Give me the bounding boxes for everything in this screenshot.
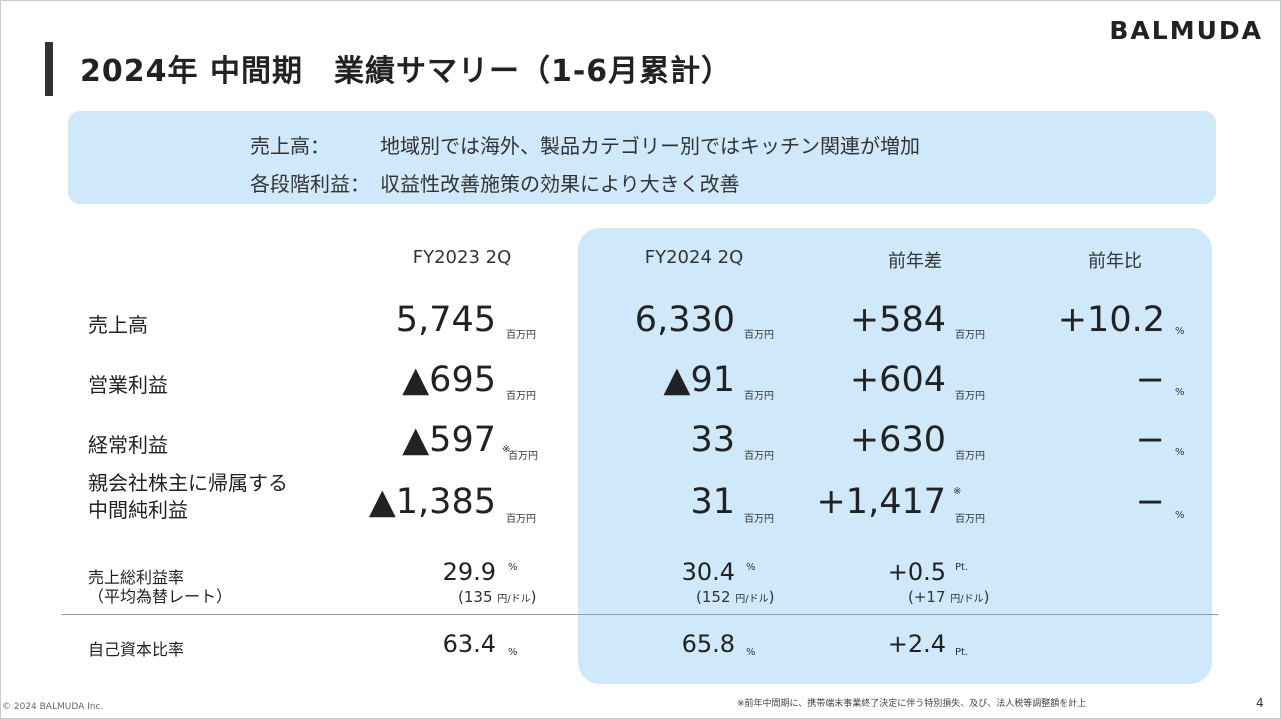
- ordinary-diff: +630: [849, 420, 946, 460]
- operating-fy2024: ▲91: [663, 360, 735, 400]
- title-accent-bar: [45, 42, 53, 96]
- note-mark: ※: [953, 486, 962, 497]
- unit-million-yen: 百万円: [955, 514, 985, 525]
- net-fy2023: ▲1,385: [368, 482, 496, 522]
- sales-diff: +584: [849, 300, 946, 340]
- operating-fy2023: ▲695: [402, 360, 496, 400]
- row-label-equity-ratio: 自己資本比率: [88, 640, 185, 659]
- row-label-ordinary: 経常利益: [88, 433, 168, 457]
- row-label-net-line2: 中間純利益: [88, 498, 188, 522]
- unit-million-yen: 百万円: [955, 451, 985, 462]
- unit-million-yen: 百万円: [744, 330, 774, 341]
- unit-percent: %: [746, 562, 756, 573]
- col-header-fy2023: FY2023 2Q: [412, 247, 512, 268]
- page-number: 4: [1256, 696, 1264, 710]
- brand-logo: BALMUDA: [1109, 16, 1263, 45]
- unit-million-yen: 百万円: [508, 451, 538, 462]
- col-header-ratio: 前年比: [1088, 251, 1142, 272]
- row-label-gross-margin: 売上総利益率: [88, 568, 185, 587]
- col-header-fy2024: FY2024 2Q: [644, 247, 744, 268]
- ordinary-fy2023: ▲597: [402, 420, 496, 460]
- unit-million-yen: 百万円: [955, 330, 985, 341]
- summary-line-sales: 売上高： 地域別では海外、製品カテゴリー別ではキッチン関連が増加: [250, 130, 920, 159]
- unit-percent: %: [746, 647, 756, 658]
- unit-percent: %: [1175, 326, 1185, 337]
- sales-fy2023: 5,745: [395, 300, 496, 340]
- footnote: ※前年中間期に、携帯端末事業終了決定に伴う特別損失、及び、法人税等調整額を計上: [737, 699, 1087, 709]
- unit-percent: %: [508, 562, 518, 573]
- unit-percent: %: [1175, 387, 1185, 398]
- unit-million-yen: 百万円: [506, 391, 536, 402]
- net-diff: +1,417: [816, 482, 946, 522]
- summary-text-profit: 収益性改善施策の効果により大きく改善: [380, 172, 740, 196]
- unit-percent: %: [508, 647, 518, 658]
- equity-fy2023: 63.4: [442, 630, 496, 658]
- fy2024-highlight-panel: [578, 228, 1212, 684]
- row-label-operating: 営業利益: [88, 373, 168, 397]
- unit-yen-per-dollar: 円/ドル: [950, 594, 984, 605]
- equity-diff: +2.4: [887, 630, 946, 658]
- sales-fy2024: 6,330: [634, 300, 735, 340]
- unit-million-yen: 百万円: [955, 391, 985, 402]
- operating-diff: +604: [849, 360, 946, 400]
- row-label-net-line1: 親会社株主に帰属する: [88, 471, 288, 495]
- unit-million-yen: 百万円: [506, 514, 536, 525]
- gross-fy2023: 29.9: [442, 558, 496, 586]
- unit-million-yen: 百万円: [506, 330, 536, 341]
- table-divider: [62, 614, 1218, 615]
- row-label-sales: 売上高: [88, 313, 148, 337]
- page-title: 2024年 中間期 業績サマリー（1-6月累計）: [80, 54, 733, 89]
- fx-rate-diff: (+17 円/ドル): [908, 588, 990, 606]
- unit-million-yen: 百万円: [744, 451, 774, 462]
- col-header-diff: 前年差: [888, 251, 942, 272]
- unit-yen-per-dollar: 円/ドル: [497, 594, 531, 605]
- ordinary-fy2024: 33: [690, 420, 735, 460]
- fx-rate-fy2023: (135 円/ドル): [458, 588, 537, 606]
- sales-ratio: +10.2: [1057, 300, 1165, 340]
- note-mark: ※: [502, 444, 511, 455]
- net-fy2024: 31: [690, 482, 735, 522]
- unit-million-yen: 百万円: [744, 391, 774, 402]
- unit-percent: %: [1175, 510, 1185, 521]
- ordinary-ratio: −: [1135, 420, 1165, 460]
- unit-point: Pt.: [955, 562, 969, 573]
- summary-label-profit: 各段階利益：: [250, 172, 370, 196]
- summary-text-sales: 地域別では海外、製品カテゴリー別ではキッチン関連が増加: [380, 134, 920, 158]
- summary-line-profit: 各段階利益： 収益性改善施策の効果により大きく改善: [250, 168, 740, 197]
- unit-percent: %: [1175, 447, 1185, 458]
- net-ratio: −: [1135, 482, 1165, 522]
- gross-fy2024: 30.4: [681, 558, 735, 586]
- summary-box: [68, 111, 1216, 204]
- row-label-fx-rate: （平均為替レート）: [88, 587, 233, 606]
- unit-point: Pt.: [955, 647, 969, 658]
- copyright: © 2024 BALMUDA Inc.: [2, 702, 104, 712]
- equity-fy2024: 65.8: [681, 630, 735, 658]
- fx-rate-diff-value: +17: [913, 588, 946, 606]
- fx-rate-fy2024-value: 152: [701, 588, 731, 606]
- operating-ratio: −: [1135, 360, 1165, 400]
- unit-yen-per-dollar: 円/ドル: [735, 594, 769, 605]
- unit-million-yen: 百万円: [744, 514, 774, 525]
- summary-label-sales: 売上高：: [250, 134, 330, 158]
- gross-diff: +0.5: [887, 558, 946, 586]
- fx-rate-fy2023-value: 135: [463, 588, 493, 606]
- fx-rate-fy2024: (152 円/ドル): [696, 588, 775, 606]
